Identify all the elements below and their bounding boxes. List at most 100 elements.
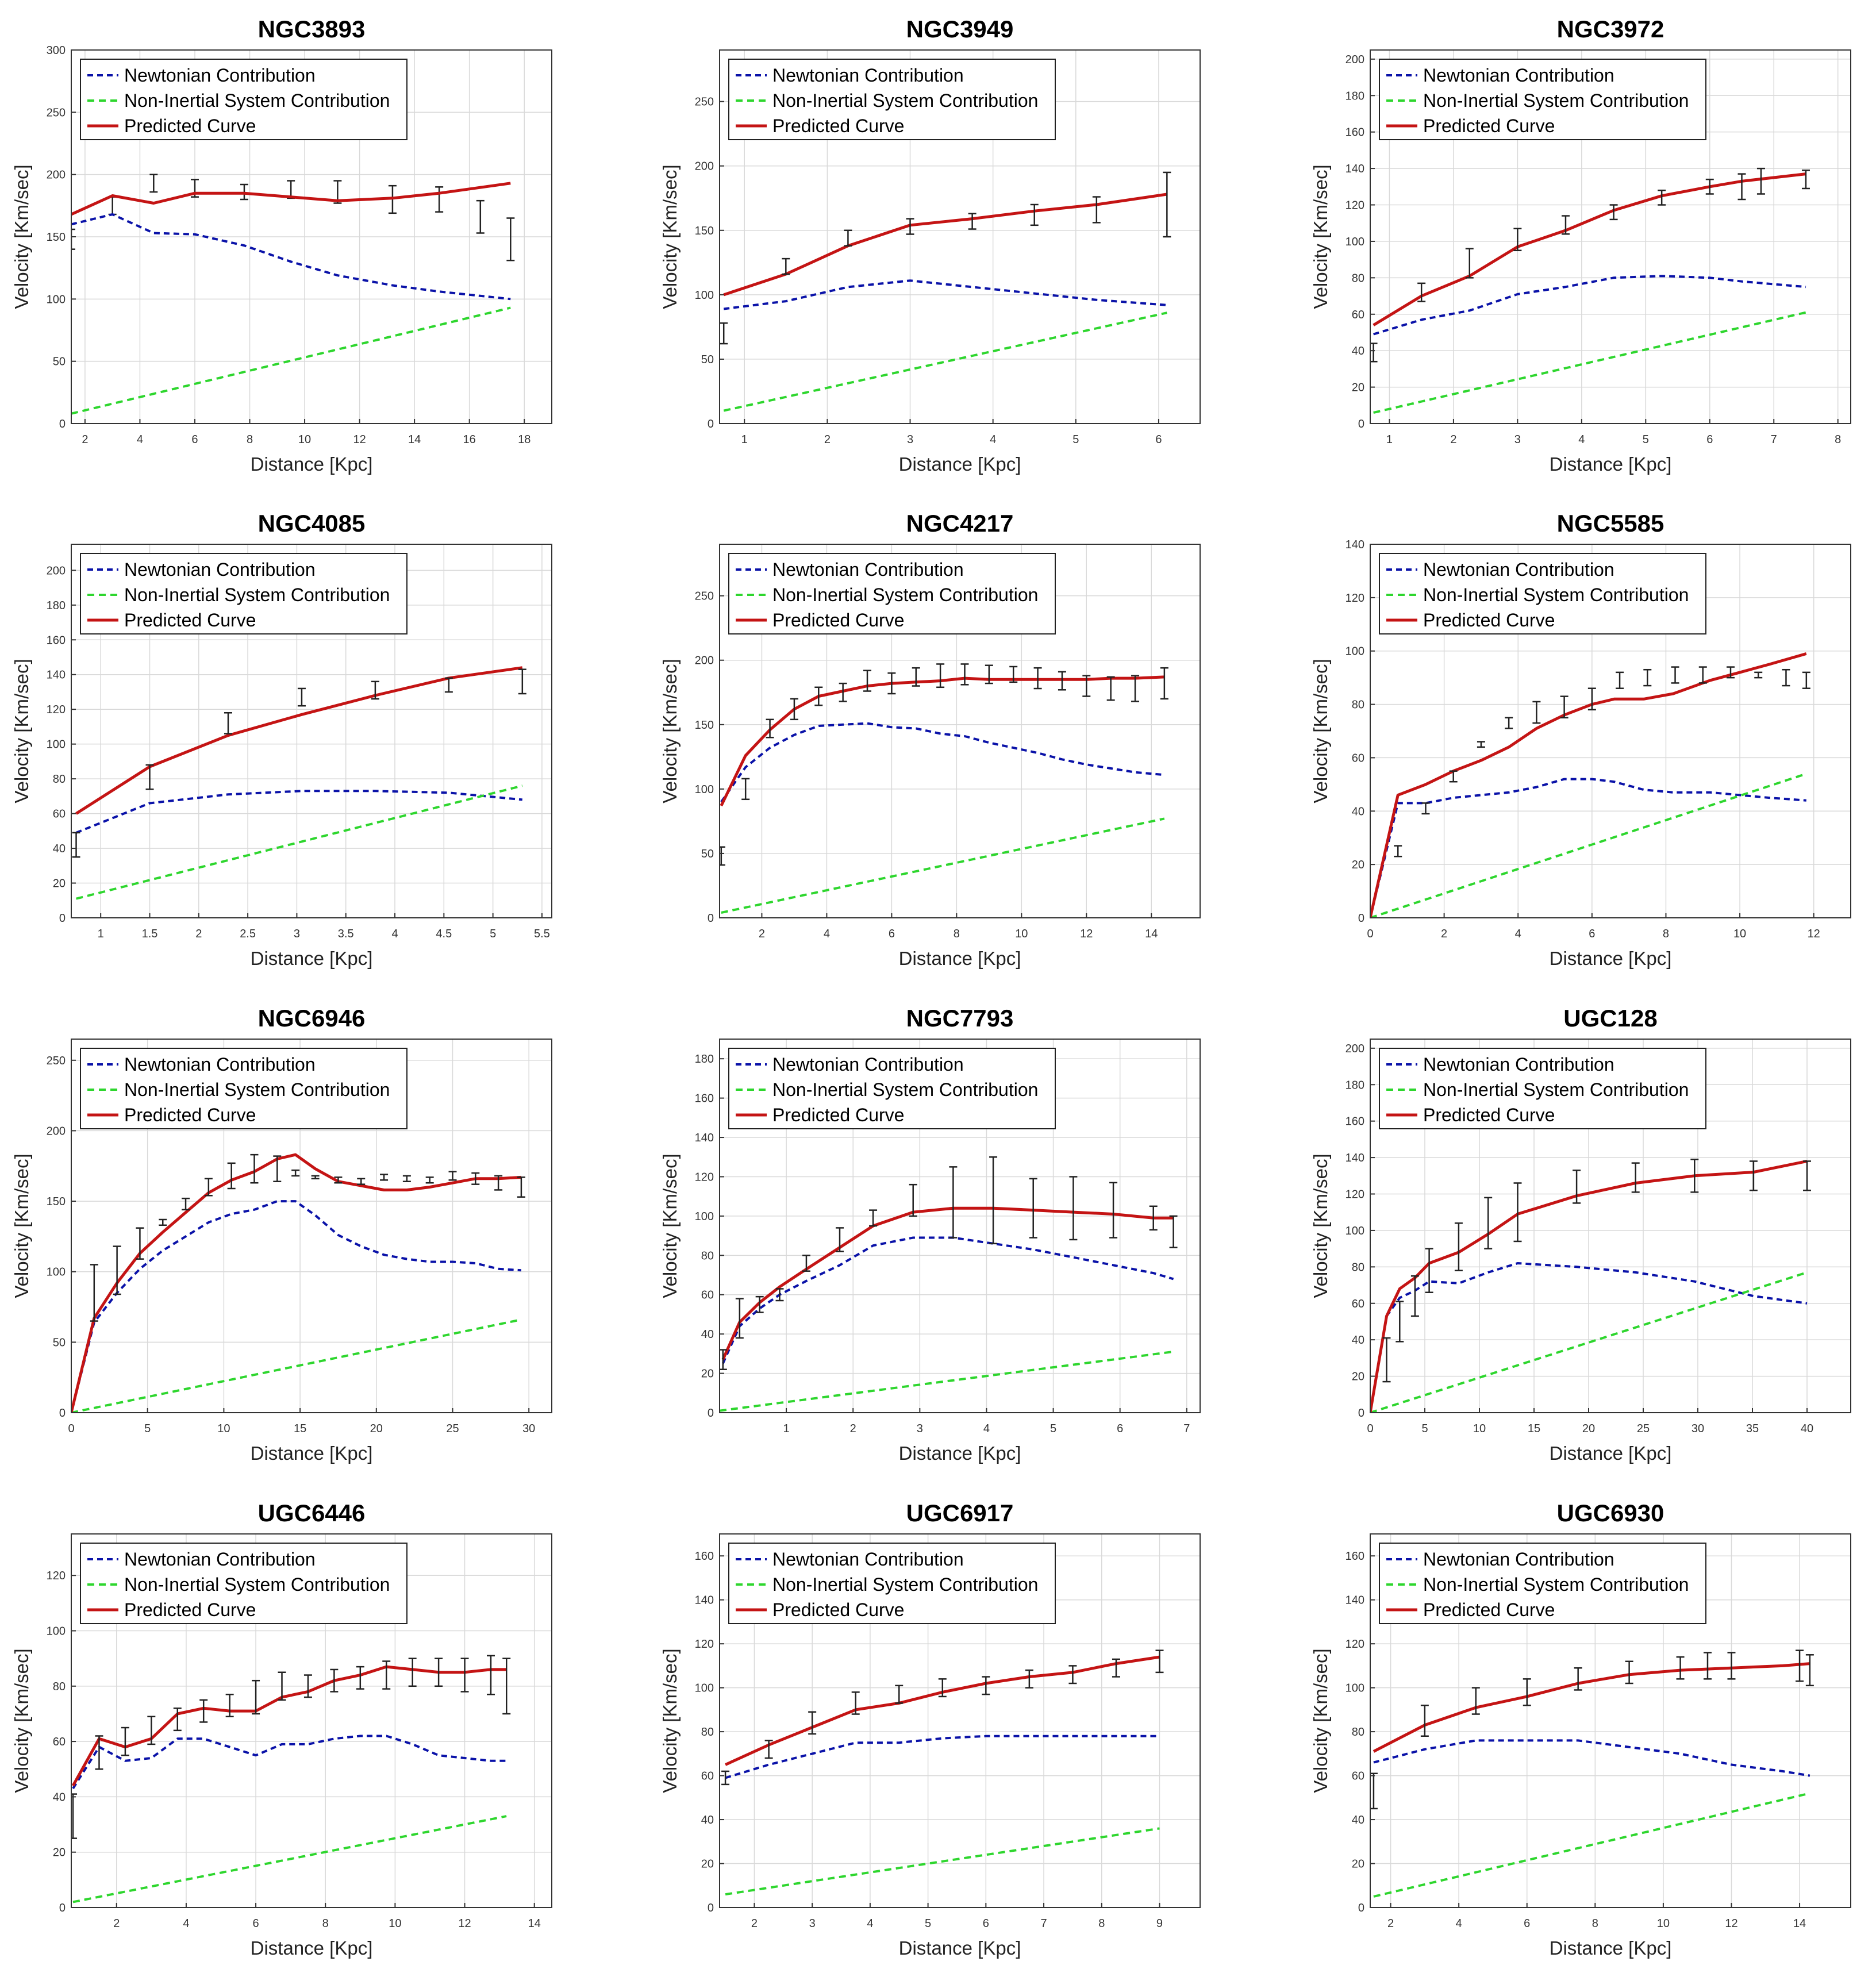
x-tick-label: 5 — [925, 1917, 931, 1930]
y-tick-label: 80 — [53, 1680, 66, 1693]
series-line-predicted — [1370, 652, 1807, 918]
data-layer — [720, 663, 1168, 914]
legend-label-predicted: Predicted Curve — [772, 1599, 904, 1620]
y-tick-label: 120 — [1346, 199, 1364, 212]
legend-label-noninertial: Non-Inertial System Contribution — [772, 1079, 1038, 1100]
chart-panel-ngc5585: 0 2 4 6 8 10 12020406080100120140NGC5585Distan… — [1310, 510, 1851, 969]
chart-panel-ugc6917: 2 3 4 5 6 7 8 9 0 20 40 60 80 100 120 140 160 UGC6917 Dist… — [659, 1499, 1201, 1959]
y-tick-label: 60 — [1352, 1298, 1364, 1310]
legend-box — [728, 59, 1056, 140]
y-tick-label: 40 — [701, 1328, 714, 1341]
y-tick-label: 50 — [53, 1336, 66, 1349]
x-tick-label: 5.5 — [534, 928, 550, 940]
x-axis-label: Distance [Kpc] — [899, 948, 1021, 969]
axes-frame — [1370, 1039, 1851, 1413]
axes-frame — [71, 1533, 552, 1908]
legend-label-noninertial: Non-Inertial System Contribution — [772, 90, 1038, 111]
legend-label-newtonian: Newtonian Contribution — [772, 1549, 964, 1570]
legend-box — [728, 1048, 1056, 1129]
x-tick-label: 4 — [1456, 1917, 1462, 1930]
series-line-predicted — [71, 1665, 507, 1787]
y-tick-label: 200 — [695, 655, 714, 667]
x-axis-label: Distance [Kpc] — [899, 453, 1021, 475]
x-tick-label: 15 — [1528, 1422, 1540, 1435]
x-tick-label: 6 — [191, 433, 198, 446]
y-tick-label: 120 — [1346, 592, 1364, 605]
y-tick-label: 100 — [695, 783, 714, 796]
series-line-noninertial — [1370, 1271, 1808, 1413]
legend-label-predicted: Predicted Curve — [124, 1599, 256, 1620]
y-tick-label: 100 — [1346, 1682, 1364, 1695]
legend-label-newtonian: Newtonian Contribution — [1423, 65, 1614, 86]
y-tick-label: 160 — [47, 634, 66, 647]
y-tick-label: 80 — [1352, 1261, 1364, 1274]
x-tick-label: 14 — [528, 1917, 541, 1930]
x-tick-label: 5 — [1643, 433, 1649, 446]
x-tick-label: 1 — [741, 433, 748, 446]
x-tick-label: 2 — [751, 1917, 758, 1930]
x-tick-label: 6 — [253, 1917, 259, 1930]
x-tick-label: 35 — [1746, 1422, 1759, 1435]
y-tick-label: 100 — [47, 1266, 66, 1279]
x-tick-label: 6 — [1155, 433, 1162, 446]
y-tick-label: 20 — [1352, 859, 1364, 871]
x-tick-label: 8 — [954, 928, 960, 940]
y-tick-label: 20 — [1352, 1371, 1364, 1383]
x-tick-label: 18 — [518, 433, 530, 446]
axes-frame — [71, 1039, 552, 1413]
legend: Newtonian Contribution Non-Inertial Syste… — [80, 59, 408, 140]
y-tick-label: 40 — [701, 1814, 714, 1826]
y-tick-label: 250 — [695, 96, 714, 109]
x-tick-label: 2 — [1441, 928, 1447, 940]
y-axis-label: Velocity [Km/sec] — [1310, 1648, 1331, 1793]
x-tick-label: 20 — [370, 1422, 383, 1435]
series-line-noninertial — [72, 1815, 507, 1903]
x-tick-label: 2 — [113, 1917, 120, 1930]
y-tick-label: 150 — [695, 719, 714, 732]
y-tick-label: 140 — [47, 669, 66, 682]
chart-title: NGC4085 — [258, 510, 366, 537]
y-tick-label: 60 — [1352, 309, 1364, 321]
y-tick-label: 0 — [59, 912, 66, 925]
chart-title: NGC6946 — [258, 1005, 366, 1032]
y-tick-label: 140 — [695, 1594, 714, 1607]
x-axis-label: Distance [Kpc] — [1550, 948, 1672, 969]
data-layer — [1370, 652, 1810, 918]
x-tick-label: 6 — [983, 1917, 989, 1930]
legend: Newtonian Contribution Non-Inertial Syste… — [728, 1048, 1056, 1129]
legend-label-noninertial: Non-Inertial System Contribution — [1423, 90, 1689, 111]
axes-frame — [1370, 49, 1851, 424]
axes-frame — [1370, 544, 1851, 918]
chart-panel-ngc4217: 2 4 6 8 10 12 14 0 50 100 150 200 250 NGC4217 Distance… — [659, 510, 1201, 969]
y-tick-label: 180 — [695, 1053, 714, 1066]
legend: Newtonian Contribution Non-Inertial Syste… — [1379, 59, 1706, 140]
legend-label-newtonian: Newtonian Contribution — [124, 559, 316, 580]
y-tick-label: 100 — [1346, 645, 1364, 658]
x-tick-label: 7 — [1183, 1422, 1190, 1435]
x-tick-label: 20 — [1582, 1422, 1595, 1435]
y-axis-label: Velocity [Km/sec] — [659, 1648, 681, 1793]
x-tick-label: 3 — [1514, 433, 1521, 446]
chart-panel-ngc3972: 1 2 3 4 5 6 7 8020406080100120140160180200NGC39… — [1310, 16, 1851, 475]
x-tick-label: 5 — [1050, 1422, 1056, 1435]
chart-title: UGC128 — [1563, 1005, 1657, 1032]
legend-label-newtonian: Newtonian Contribution — [124, 1549, 316, 1570]
x-tick-label: 4 — [183, 1917, 189, 1930]
y-tick-label: 60 — [53, 1736, 66, 1748]
legend-label-noninertial: Non-Inertial System Contribution — [772, 1574, 1038, 1595]
axes-frame — [719, 544, 1201, 918]
x-tick-label: 2 — [824, 433, 831, 446]
y-axis-label: Velocity [Km/sec] — [11, 659, 32, 803]
legend-label-noninertial: Non-Inertial System Contribution — [124, 90, 390, 111]
legend-label-noninertial: Non-Inertial System Contribution — [124, 1574, 390, 1595]
series-line-newtonian — [723, 279, 1167, 310]
y-tick-label: 0 — [708, 1902, 714, 1914]
x-tick-label: 4 — [824, 928, 830, 940]
chart-title: NGC3893 — [258, 16, 366, 43]
legend: Newtonian Contribution Non-Inertial Syste… — [80, 553, 408, 634]
x-tick-label: 4 — [137, 433, 143, 446]
x-tick-label: 2 — [82, 433, 88, 446]
y-tick-label: 140 — [1346, 163, 1364, 175]
legend-label-predicted: Predicted Curve — [1423, 610, 1555, 630]
legend-label-predicted: Predicted Curve — [772, 610, 904, 630]
